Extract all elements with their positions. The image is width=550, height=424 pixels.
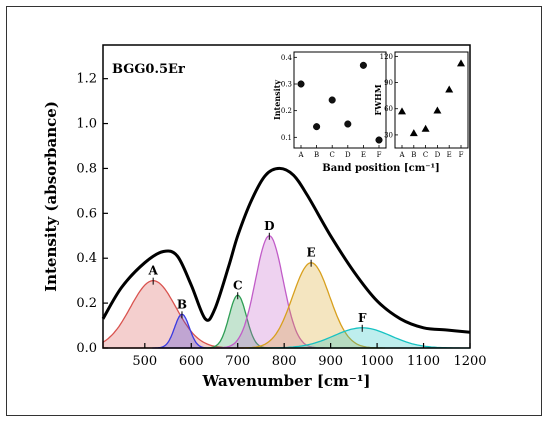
inset-x-axis-title: Band position [cm⁻¹] <box>322 163 439 174</box>
band-c-label: C <box>233 278 243 292</box>
inset-point-d <box>344 120 352 128</box>
inset-point-f <box>457 59 465 67</box>
band-d-label: D <box>264 219 274 233</box>
x-tick-label: 1100 <box>407 354 440 369</box>
y-tick-label: 0.6 <box>76 206 97 221</box>
inset-y-tick-label: 0.1 <box>281 134 292 142</box>
inset-point-e <box>359 61 367 69</box>
inset-y-tick-label: 30 <box>384 131 393 139</box>
band-b-label: B <box>177 297 187 311</box>
x-tick-label: 800 <box>272 354 297 369</box>
band-e-label: E <box>307 246 316 260</box>
inset-y-tick-label: 60 <box>384 105 393 113</box>
band-e-curve <box>237 262 386 349</box>
inset-point-a <box>297 80 305 88</box>
inset-point-e <box>445 85 454 93</box>
inset-y-tick-label: 0.4 <box>281 54 293 62</box>
band-labels-layer: A B C D E F <box>148 219 367 332</box>
inset-point-a <box>398 107 406 115</box>
inset-point-c <box>328 96 336 104</box>
y-tick-label: 0.4 <box>76 251 97 266</box>
inset-point-d <box>433 106 442 114</box>
x-tick-label: 500 <box>132 354 157 369</box>
inset-x-tick-label: F <box>377 151 382 159</box>
inset-point-f <box>375 136 383 144</box>
envelope-curve <box>101 166 471 334</box>
inset-y-axis-title: FWHM <box>373 84 383 115</box>
inset-x-tick-label: C <box>423 151 428 159</box>
inset-point-b <box>313 123 321 131</box>
inset-x-tick-label: B <box>314 151 319 159</box>
inset-y-tick-label: 120 <box>380 53 393 61</box>
inset-x-tick-label: F <box>459 151 464 159</box>
inset-x-tick-label: A <box>398 151 405 159</box>
inset-y-tick-label: 90 <box>384 79 393 87</box>
plot-area-border <box>102 44 471 349</box>
band-a-label: A <box>148 264 159 278</box>
inset-y-axis-title: Intensity <box>272 80 282 120</box>
y-tick-label: 1.0 <box>76 117 97 132</box>
inset-x-tick-label: A <box>297 151 304 159</box>
x-tick-label: 1200 <box>453 354 486 369</box>
figure-frame <box>6 6 542 416</box>
inset-x-tick-label: C <box>330 151 335 159</box>
inset-point-c <box>421 124 430 132</box>
inset-point-b <box>409 129 418 137</box>
inset-x-tick-label: B <box>411 151 416 159</box>
x-tick-label: 700 <box>225 354 250 369</box>
inset-x-tick-label: D <box>345 151 351 159</box>
x-axis: 500 600 700 800 900 1000 1100 1200 <box>132 343 487 369</box>
inset-y-tick-label: 0.3 <box>281 81 292 89</box>
inset-intensity: 0.1 0.2 0.3 0.4 A B C D E F Intensity <box>272 51 387 159</box>
x-tick-label: 900 <box>318 354 343 369</box>
x-axis-title: Wavenumber [cm⁻¹] <box>201 372 370 390</box>
band-f-label: F <box>358 311 367 325</box>
panel-label: BGG0.5Er <box>112 62 185 77</box>
inset-border <box>394 51 469 149</box>
x-tick-label: 1000 <box>361 354 394 369</box>
y-tick-label: 0.2 <box>76 296 97 311</box>
y-tick-label: 1.2 <box>76 72 97 87</box>
y-axis: 0.0 0.2 0.4 0.6 0.8 1.0 1.2 <box>76 72 108 356</box>
band-d-curve <box>214 235 325 349</box>
inset-y-tick-label: 0.2 <box>281 107 292 115</box>
inset-x-tick-label: D <box>435 151 441 159</box>
inset-x-tick-label: E <box>361 151 366 159</box>
x-tick-label: 600 <box>179 354 204 369</box>
y-tick-label: 0.0 <box>76 341 97 356</box>
inset-x-tick-label: E <box>447 151 452 159</box>
y-axis-title: Intensity (absorbance) <box>42 101 60 292</box>
inset-border <box>293 51 387 149</box>
y-tick-label: 0.8 <box>76 161 97 176</box>
